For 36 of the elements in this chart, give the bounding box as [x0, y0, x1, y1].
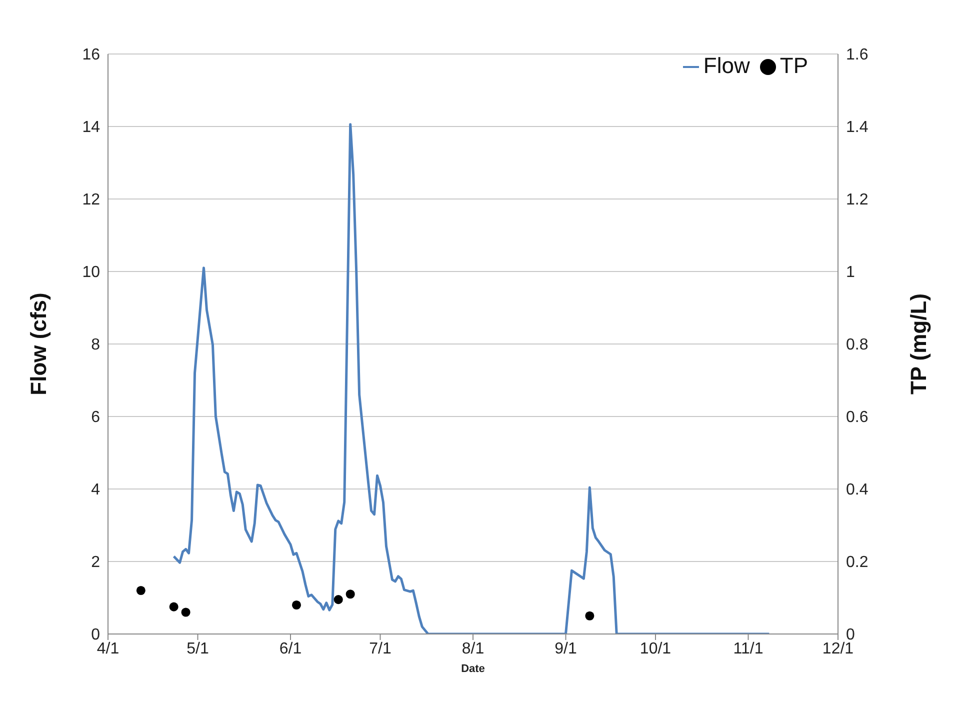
y2-tick-label: 1.6	[846, 46, 868, 64]
x-tick-label: 10/1	[640, 640, 672, 658]
line-series	[172, 123, 770, 634]
y-tick-label: 8	[91, 336, 100, 354]
point	[292, 600, 301, 610]
point	[181, 608, 190, 617]
y2-tick-label: 0.8	[846, 336, 868, 354]
y2-tick-label: 0.4	[846, 482, 868, 499]
y2-tick-label: 0.6	[846, 409, 868, 426]
x-tick-label: 5/1	[186, 640, 209, 658]
legend-label: TP	[780, 53, 808, 78]
y2-tick-label: 1.2	[846, 192, 868, 209]
x-axis-title: Date	[461, 663, 485, 675]
y2-tick-label: 1.4	[846, 119, 868, 136]
point	[334, 595, 343, 604]
y-axis-title: Flow (cfs)	[26, 292, 51, 396]
y2-tick-label: 0.2	[846, 554, 868, 572]
point	[136, 586, 146, 596]
x-tick-label: 9/1	[554, 640, 577, 658]
x-tick-label: 8/1	[462, 640, 484, 658]
x-tick-label: 7/1	[369, 640, 392, 658]
y-tick-label: 4	[91, 482, 100, 499]
point	[585, 611, 594, 620]
y2-axis-title: TP (mg/L)	[906, 293, 931, 395]
y-tick-label: 10	[82, 264, 100, 282]
y-tick-label: 2	[91, 554, 100, 572]
y-tick-label: 12	[82, 192, 100, 209]
x-tick-label: 6/1	[279, 640, 302, 658]
y-tick-label: 14	[82, 119, 100, 136]
point	[346, 590, 355, 599]
legend-label: Flow	[703, 53, 750, 78]
y2-tick-label: 1	[846, 264, 855, 282]
y-tick-label: 6	[91, 409, 100, 426]
x-tick-label: 11/1	[733, 640, 764, 658]
y-tick-label: 16	[82, 46, 100, 64]
point	[169, 602, 178, 612]
